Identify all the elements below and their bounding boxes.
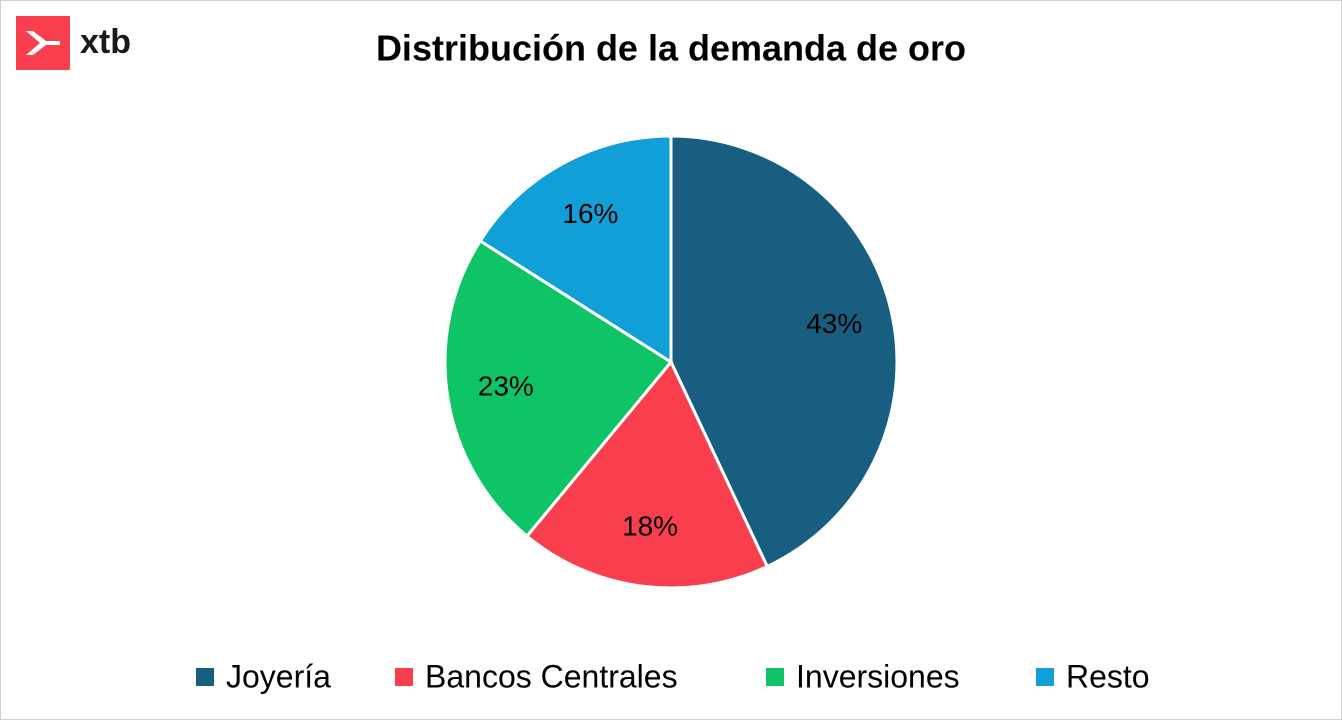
data-label: 43% — [806, 308, 862, 339]
data-label: 23% — [478, 371, 534, 402]
pie-slice — [443, 238, 674, 539]
logo-icon — [26, 31, 60, 55]
chart-title: Distribución de la demanda de oro — [376, 28, 966, 69]
legend-swatch — [1036, 668, 1054, 686]
legend-swatch — [395, 668, 413, 686]
legend-swatch — [196, 668, 214, 686]
data-label: 18% — [622, 510, 678, 541]
legend-label: Joyería — [226, 658, 331, 694]
data-label: 16% — [562, 198, 618, 229]
pie-slice — [669, 134, 899, 569]
legend-label: Inversiones — [796, 658, 960, 694]
legend-swatch — [766, 668, 784, 686]
pie-slice — [524, 359, 770, 590]
brand: xtb — [80, 23, 131, 61]
pie-slice — [478, 134, 673, 365]
legend-label: Bancos Centrales — [425, 658, 678, 694]
legend-label: Resto — [1066, 658, 1150, 694]
